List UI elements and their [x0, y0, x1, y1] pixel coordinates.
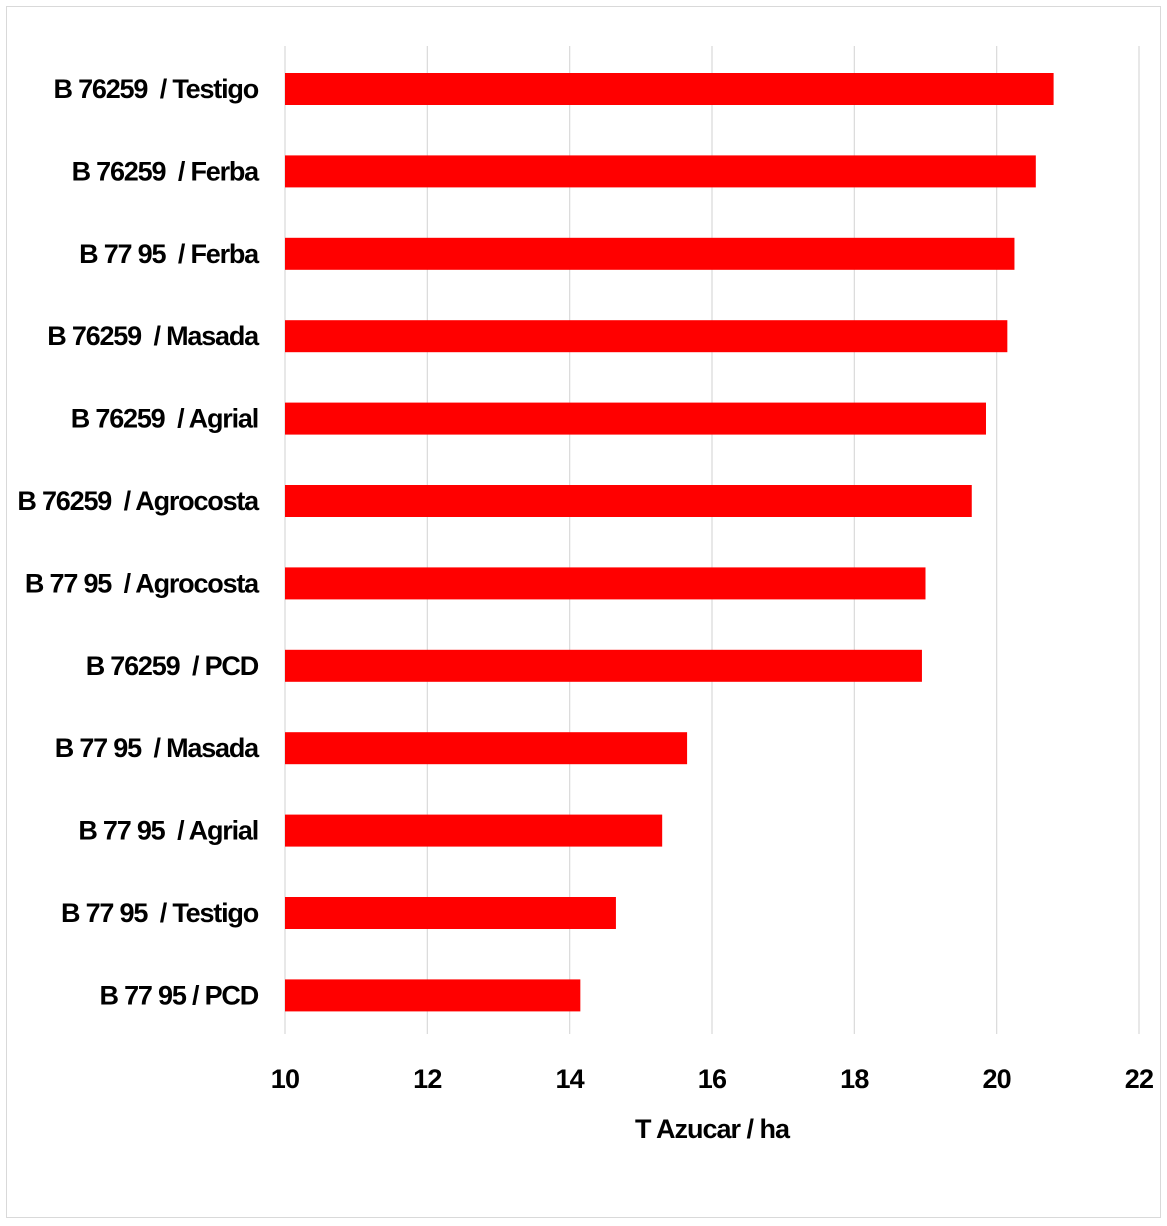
gridlines	[284, 46, 1140, 1034]
bar	[285, 155, 1036, 188]
bar	[285, 814, 663, 847]
x-tick-label: 20	[982, 1064, 1010, 1094]
bar	[285, 649, 922, 682]
category-label: B 77 95 / Agrocosta	[25, 568, 260, 598]
x-tick-label: 14	[555, 1064, 584, 1094]
x-tick-label: 12	[413, 1064, 441, 1094]
bar	[285, 402, 986, 435]
category-label: B 76259 / Agrial	[71, 404, 258, 434]
bars	[285, 73, 1054, 1012]
x-tick-label: 16	[698, 1064, 727, 1094]
bar	[285, 897, 616, 929]
category-label: B 77 95 / Ferba	[79, 239, 260, 269]
category-label: B 76259 / PCD	[86, 651, 259, 681]
category-label: B 77 95 / Agrial	[78, 816, 258, 846]
chart-frame	[6, 6, 1161, 1218]
category-label: B 76259 / Ferba	[72, 156, 261, 186]
x-tick-labels: 10 12 14 16 18 20 22	[271, 1064, 1154, 1094]
category-label: B 76259 / Masada	[47, 321, 260, 351]
x-tick-label: 18	[840, 1064, 869, 1094]
bar	[285, 320, 1008, 353]
bar	[285, 567, 926, 600]
bar	[285, 237, 1015, 270]
category-label: B 76259 / Agrocosta	[17, 486, 260, 516]
bar	[285, 979, 581, 1012]
bar	[285, 485, 972, 517]
bar	[285, 73, 1054, 105]
bar	[285, 732, 688, 765]
category-label: B 77 95 / Testigo	[61, 898, 259, 928]
x-tick-label: 10	[271, 1064, 299, 1094]
category-label: B 77 95 / Masada	[55, 733, 260, 763]
category-label: B 76259 / Testigo	[54, 74, 259, 104]
x-axis-title: T Azucar / ha	[635, 1114, 791, 1144]
category-label: B 77 95 / PCD	[100, 980, 259, 1010]
category-labels: B 76259 / Testigo B 76259 / Ferba B 77 95 …	[17, 74, 261, 1010]
x-tick-label: 22	[1125, 1064, 1153, 1094]
